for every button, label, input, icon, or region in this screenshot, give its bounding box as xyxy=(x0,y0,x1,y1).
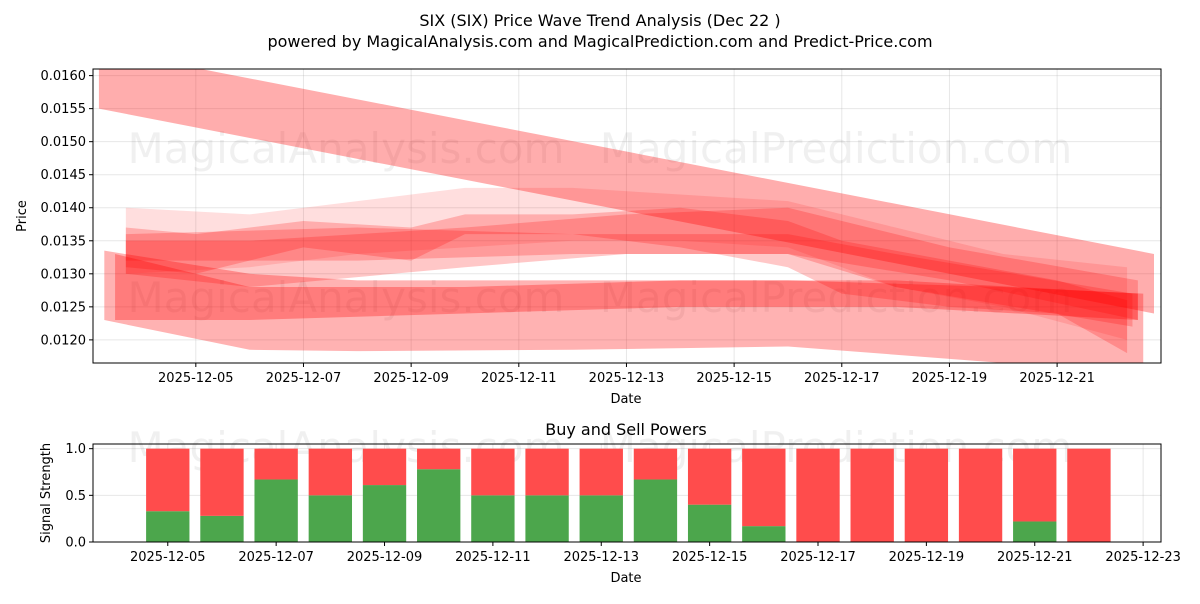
sell-bar xyxy=(471,448,515,496)
trend-band xyxy=(104,250,1144,363)
y-tick-label: 0.5 xyxy=(65,489,86,504)
plot-frame xyxy=(92,68,1162,364)
x-tick-label: 2025-12-09 xyxy=(347,550,423,565)
sell-bar xyxy=(254,448,298,480)
y-tick-label: 0.0125 xyxy=(41,300,87,315)
sell-bar xyxy=(200,448,244,516)
y-tick-label: 1.0 xyxy=(65,442,86,457)
x-tick-label: 2025-12-09 xyxy=(373,371,449,386)
x-tick-label: 2025-12-11 xyxy=(455,550,531,565)
trend-band xyxy=(125,207,1128,354)
x-tick-label: 2025-12-19 xyxy=(912,371,988,386)
x-tick-label: 2025-12-07 xyxy=(266,371,342,386)
sell-bar xyxy=(687,448,732,505)
x-tick-label: 2025-12-13 xyxy=(589,371,665,386)
watermark-text: MagicalAnalysis.com xyxy=(128,124,565,173)
y-tick-label: 0.0145 xyxy=(41,168,87,183)
buy-bar xyxy=(1013,521,1057,542)
watermark-text: MagicalAnalysis.com xyxy=(128,273,565,322)
x-tick-label: 2025-12-23 xyxy=(1105,550,1181,565)
x-tick-label: 2025-12-17 xyxy=(804,371,880,386)
x-tick-label: 2025-12-21 xyxy=(997,550,1073,565)
y-tick-label: 0.0 xyxy=(65,536,86,551)
buy-bar xyxy=(471,495,515,542)
x-tick-label: 2025-12-17 xyxy=(780,550,856,565)
buy-bar xyxy=(579,495,623,542)
trend-band xyxy=(115,253,1138,321)
y-tick-label: 0.0130 xyxy=(41,267,87,282)
sell-bar xyxy=(579,448,623,496)
chart-title: SIX (SIX) Price Wave Trend Analysis (Dec… xyxy=(419,11,780,30)
sell-bar xyxy=(904,448,949,542)
y-tick-label: 0.0135 xyxy=(41,234,87,249)
trend-band xyxy=(125,227,1133,327)
chart-subtitle: powered by MagicalAnalysis.com and Magic… xyxy=(267,32,932,51)
y-tick-label: 0.0160 xyxy=(41,69,87,84)
bottom-y-label: Signal Strength xyxy=(39,443,54,543)
sell-bar xyxy=(850,448,894,542)
buy-bar xyxy=(362,485,407,542)
y-tick-label: 0.0140 xyxy=(41,201,87,216)
y-tick-label: 0.0120 xyxy=(41,333,87,348)
watermark-text: MagicalPrediction.com xyxy=(600,124,1073,173)
x-tick-label: 2025-12-15 xyxy=(696,371,772,386)
wave-bands xyxy=(98,69,1155,363)
sell-bar xyxy=(417,448,461,470)
price-chart: 2025-12-05 2025-12-07 2025-12-09 2025-12-11… xyxy=(41,68,1162,386)
watermark-text: MagicalPrediction.com xyxy=(600,273,1073,322)
sell-bar xyxy=(796,448,840,542)
sell-bar xyxy=(958,448,1003,542)
sell-bar xyxy=(146,448,190,512)
y-tick-label: 0.0150 xyxy=(41,135,87,150)
x-tick-label: 2025-12-21 xyxy=(1019,371,1095,386)
buy-bar xyxy=(254,479,298,542)
buy-bar xyxy=(525,495,569,542)
x-tick-label: 2025-12-19 xyxy=(889,550,965,565)
x-tick-label: 2025-12-13 xyxy=(563,550,639,565)
plot-frame xyxy=(92,443,1162,543)
x-tick-label: 2025-12-15 xyxy=(672,550,748,565)
sell-bar xyxy=(1067,448,1111,542)
sell-bar xyxy=(525,448,569,496)
buy-bar xyxy=(308,495,353,542)
buy-bar xyxy=(200,515,244,542)
trend-band xyxy=(98,69,1155,314)
buy-bar xyxy=(687,504,732,542)
x-tick-label: 2025-12-07 xyxy=(238,550,314,565)
sell-bar xyxy=(1013,448,1057,522)
bottom-chart-title: Buy and Sell Powers xyxy=(545,420,707,439)
buy-bar xyxy=(417,469,461,542)
x-tick-label: 2025-12-05 xyxy=(130,550,206,565)
watermarks: MagicalAnalysis.com MagicalPrediction.com… xyxy=(128,124,1073,322)
trend-band xyxy=(125,207,1138,321)
x-tick-label: 2025-12-11 xyxy=(481,371,557,386)
sell-bar xyxy=(362,448,407,486)
sell-bar xyxy=(742,448,786,527)
trend-band xyxy=(125,187,1128,340)
buy-bar xyxy=(742,526,786,542)
y-tick-label: 0.0155 xyxy=(41,102,87,117)
bottom-x-label: Date xyxy=(610,571,641,586)
buy-bar xyxy=(633,479,678,542)
signal-chart: 2025-12-05 2025-12-07 2025-12-09 2025-12-11… xyxy=(65,423,1181,565)
sell-bar xyxy=(633,448,678,480)
top-x-label: Date xyxy=(610,392,641,407)
top-y-label: Price xyxy=(15,200,30,232)
buy-bar xyxy=(146,511,190,542)
x-tick-label: 2025-12-05 xyxy=(158,371,234,386)
sell-bar xyxy=(308,448,353,496)
